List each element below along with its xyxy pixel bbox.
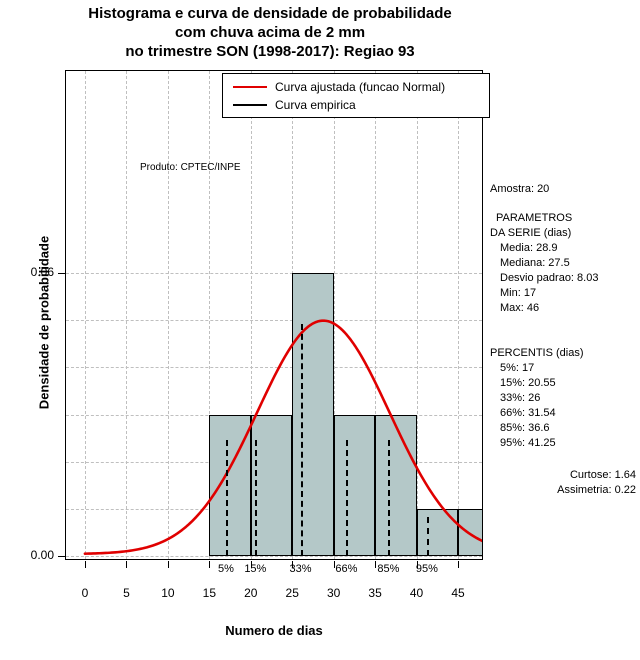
fitted-normal-curve xyxy=(83,319,482,555)
plot-area xyxy=(65,70,483,560)
legend-item-fitted: Curva ajustada (funcao Normal) xyxy=(223,78,489,96)
statistics-panel: Amostra: 20 PARAMETROS DA SERIE (dias) M… xyxy=(490,182,640,451)
percentile-marker-label: 85% xyxy=(377,563,400,575)
stat-min: Min: 17 xyxy=(500,287,537,299)
legend-item-empirical: Curva empirica xyxy=(223,96,489,114)
shape-statistics: Curtose: 1.64 Assimetria: 0.22 xyxy=(490,468,640,498)
stat-stddev: Desvio padrao: 8.03 xyxy=(500,272,599,284)
x-axis-tick-label: 20 xyxy=(244,586,258,600)
x-axis-tick xyxy=(85,561,86,568)
legend-label-fitted: Curva ajustada (funcao Normal) xyxy=(275,80,446,94)
gridline-horizontal xyxy=(66,556,482,557)
gridline-vertical xyxy=(333,71,335,559)
stat-skewness: Assimetria: 0.22 xyxy=(557,484,636,496)
x-axis-tick-label: 0 xyxy=(81,586,89,600)
chart-title-line-2: com chuva acima de 2 mm xyxy=(174,24,366,41)
percentile-marker-line xyxy=(255,439,258,556)
percentile-marker-line xyxy=(426,517,429,556)
gridline-vertical xyxy=(375,71,377,559)
percentile-marker-line xyxy=(388,439,391,556)
legend: Curva ajustada (funcao Normal) Curva emp… xyxy=(222,73,490,118)
gridline-vertical xyxy=(167,71,169,559)
stat-kurtosis: Curtose: 1.64 xyxy=(569,469,636,481)
gridline-horizontal xyxy=(66,273,482,274)
gridline-vertical xyxy=(85,71,86,559)
gridline-vertical xyxy=(126,71,128,559)
parameters-group: PARAMETROS DA SERIE (dias) Media: 28.9 M… xyxy=(490,211,640,316)
percentile-marker-line xyxy=(346,439,349,556)
chart-title: Histograma e curva de densidade de proba… xyxy=(0,4,540,61)
stats-spacer xyxy=(490,316,640,331)
x-axis-tick xyxy=(167,561,169,568)
histogram-bar xyxy=(375,414,417,556)
gridline-vertical xyxy=(416,71,418,559)
plot-inner xyxy=(66,71,482,559)
gridline-vertical xyxy=(458,71,459,559)
percentile-marker-label: 95% xyxy=(415,563,438,575)
y-axis-tick xyxy=(58,556,65,557)
gridline-vertical xyxy=(250,71,252,559)
x-axis-tick xyxy=(458,561,459,568)
stats-spacer-2 xyxy=(490,331,640,346)
gridline-vertical xyxy=(209,71,211,559)
parameters-heading-1: PARAMETROS xyxy=(496,212,573,224)
sample-size-text: Amostra: 20 xyxy=(490,183,550,195)
x-axis-tick-label: 40 xyxy=(409,586,424,600)
percentile-marker-label: 66% xyxy=(335,563,358,575)
percentiles-heading: PERCENTIS (dias) xyxy=(490,347,584,359)
percentile-66: 66%: 31.54 xyxy=(500,407,556,419)
x-axis-tick xyxy=(416,561,418,568)
percentile-15: 15%: 20.55 xyxy=(500,377,556,389)
density-curve-layer xyxy=(83,319,482,555)
stat-median: Mediana: 27.5 xyxy=(500,257,570,269)
stat-max: Max: 46 xyxy=(500,302,540,314)
x-axis-tick xyxy=(292,561,294,568)
chart-title-line-1: Histograma e curva de densidade de proba… xyxy=(88,5,452,22)
parameters-heading-2: DA SERIE (dias) xyxy=(490,227,572,239)
percentile-marker-label: 5% xyxy=(217,563,234,575)
chart-title-line-3: no trimestre SON (1998-2017): Regiao 93 xyxy=(125,43,415,60)
y-axis-tick xyxy=(58,273,65,274)
product-watermark: Produto: CPTEC/INPE xyxy=(140,162,241,173)
x-axis-tick-label: 15 xyxy=(202,586,216,600)
histogram-bar xyxy=(333,414,376,556)
percentile-marker-line xyxy=(300,323,303,556)
x-axis-tick-label: 25 xyxy=(285,586,299,600)
x-axis-tick xyxy=(126,561,128,568)
gridline-horizontal xyxy=(66,367,482,369)
x-axis-tick-label: 45 xyxy=(451,586,465,600)
percentile-5: 5%: 17 xyxy=(500,362,535,374)
legend-line-icon-fitted xyxy=(233,86,267,88)
percentile-marker-label: 15% xyxy=(244,563,267,575)
x-axis-tick-label: 5 xyxy=(123,586,130,600)
x-axis-tick xyxy=(375,561,377,568)
histogram-bar xyxy=(250,414,293,556)
x-axis-title: Numero de dias xyxy=(225,623,323,638)
x-axis-tick-label: 35 xyxy=(368,586,382,600)
y-axis-title: Densidade de probabilidade xyxy=(36,235,52,410)
x-axis-tick xyxy=(333,561,335,568)
y-axis-tick-label: 0.00 xyxy=(30,548,54,562)
percentiles-group: PERCENTIS (dias) 5%: 17 15%: 20.55 33%: … xyxy=(490,346,640,451)
stat-mean: Media: 28.9 xyxy=(500,242,558,254)
legend-line-icon-empirical xyxy=(233,104,267,106)
x-axis-tick xyxy=(250,561,252,568)
gridline-horizontal xyxy=(66,320,482,322)
percentile-marker-label: 33% xyxy=(289,563,312,575)
x-axis-tick-label: 10 xyxy=(161,586,175,600)
y-axis-tick-label: 0.06 xyxy=(30,265,54,279)
percentile-marker-line xyxy=(225,439,228,556)
percentile-85: 85%: 36.6 xyxy=(500,422,550,434)
x-axis-tick xyxy=(209,561,211,568)
x-axis-tick-label: 30 xyxy=(326,586,341,600)
percentile-95: 95%: 41.25 xyxy=(500,437,556,449)
percentile-33: 33%: 26 xyxy=(500,392,541,404)
legend-label-empirical: Curva empirica xyxy=(275,98,356,112)
